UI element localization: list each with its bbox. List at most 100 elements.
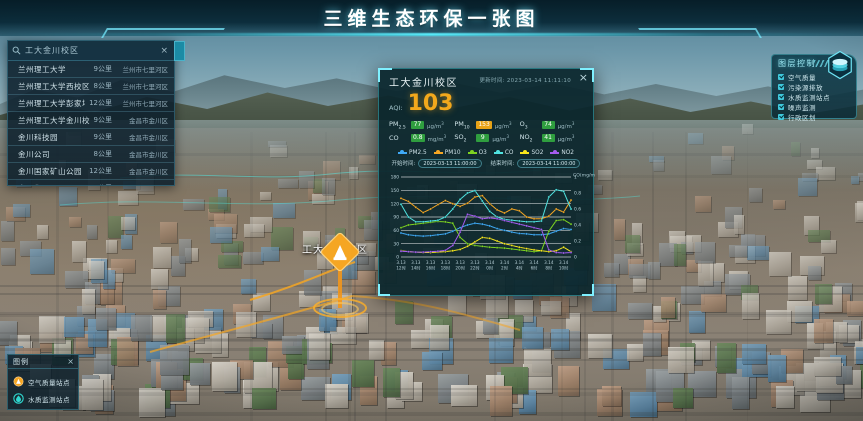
search-result-name: 金川国家矿山公园 [18, 166, 82, 176]
metric-name: PM10 [454, 120, 470, 131]
map-legend-items: 空气质量站点水质监测站点 [8, 369, 78, 407]
metric-name: CO [389, 134, 399, 143]
start-time-input[interactable]: 2023-03-13 11:00:00 [418, 158, 482, 168]
layers-icon[interactable] [825, 50, 855, 80]
svg-text:3.14: 3.14 [559, 260, 569, 265]
layer-checkbox[interactable] [778, 94, 784, 100]
metric-value: 74 [541, 121, 555, 130]
chart-legend-item[interactable]: O3 [467, 149, 487, 156]
metric-value: 0.8 [411, 134, 425, 143]
title-bar: 三维生态环保一张图 [0, 0, 863, 38]
layer-item[interactable]: 行政区划 [778, 112, 856, 122]
map-legend-item: 空气质量站点 [13, 373, 78, 390]
search-result-item[interactable]: 兰州理工大学 9公里 兰州市七里河区 [8, 61, 174, 78]
svg-text:3.13: 3.13 [426, 260, 436, 265]
layer-item-label: 水质监测站点 [788, 94, 830, 102]
legend-marker-icon [493, 150, 503, 155]
svg-text:20时: 20时 [455, 264, 465, 270]
search-result-address: 兰州市七里河区 [122, 83, 169, 91]
layer-item-label: 行政区划 [788, 114, 816, 122]
search-result-distance: 8公里 [93, 150, 112, 158]
metric-name: O3 [519, 120, 528, 131]
chart-legend-label: SO2 [531, 149, 544, 156]
chart-legend-item[interactable]: PM10 [433, 150, 461, 156]
layer-item-label: 空气质量 [788, 74, 816, 82]
search-submit-button[interactable] [174, 41, 185, 61]
search-icon [12, 46, 21, 55]
layer-item[interactable]: 水质监测站点 [778, 92, 856, 102]
svg-text:3.13: 3.13 [470, 260, 480, 265]
chart-legend[interactable]: PM2.5 PM10 O3 CO SO2 NO2 [379, 147, 593, 158]
chart-legend-label: PM2.5 [408, 149, 427, 156]
metric-value: 9 [476, 134, 490, 143]
chart-legend-item[interactable]: NO2 [550, 150, 574, 156]
chart-legend-item[interactable]: SO2 [520, 150, 543, 156]
search-bar[interactable]: 工大金川校区 × [8, 41, 185, 61]
search-result-name: 兰州理工大学金川校区 [18, 115, 90, 125]
search-result-name: 兰州理工大学西校区 [18, 81, 90, 91]
map-legend-close-button[interactable]: × [67, 356, 74, 366]
chart-legend-label: NO2 [561, 149, 574, 156]
time-range-controls[interactable]: 开始时间: 2023-03-13 11:00:00 结束时间: 2023-03-… [379, 158, 593, 171]
metric-row: PM2.5 77 μg/m3 PM10 153 μg/m3 O3 74 μg/m3 [389, 120, 585, 130]
metric-value: 41 [541, 134, 555, 143]
page-title: 三维生态环保一张图 [323, 8, 540, 30]
chart-legend-item[interactable]: CO [493, 150, 513, 156]
start-time-control[interactable]: 开始时间: 2023-03-13 11:00:00 [392, 158, 482, 168]
layer-checkbox[interactable] [778, 104, 784, 110]
layer-item[interactable]: 污染源排放 [778, 82, 856, 92]
metric-value: 153 [476, 121, 492, 130]
search-result-item[interactable]: 金川科技园 9公里 金昌市金川区 [8, 129, 174, 146]
search-result-distance: 12公里 [89, 167, 112, 175]
metric-unit: μg/m3 [492, 134, 510, 143]
chart-legend-label: O3 [478, 149, 487, 156]
search-result-item[interactable]: 兰州理工大学金川校区9公里 金昌市金川区 [8, 112, 174, 129]
pollutant-trend-chart-svg[interactable]: CO(mg/m³)030609012015018000.20.40.60.813… [379, 171, 595, 287]
search-result-name: 金川集团 [18, 183, 90, 186]
svg-text:3.14: 3.14 [529, 260, 539, 265]
svg-text:0.6: 0.6 [574, 206, 581, 212]
end-time-control[interactable]: 结束时间: 2023-03-14 11:00:00 [490, 158, 581, 168]
search-result-item[interactable]: 金川公司 8公里 金昌市金川区 [8, 146, 174, 163]
end-time-input[interactable]: 2023-03-14 11:00:00 [517, 158, 581, 168]
search-result-item[interactable]: 兰州理工大学彭家坪校区 12公里 兰州市七里河区 [8, 95, 174, 112]
svg-text:30: 30 [393, 241, 399, 247]
search-panel[interactable]: 工大金川校区 × 兰州理工大学 9公里 兰州市七里河区 兰州理工大学西校区 8公里 兰州市… [7, 40, 185, 186]
svg-text:3.13: 3.13 [411, 260, 421, 265]
popup-close-button[interactable]: × [578, 71, 588, 84]
svg-text:3.14: 3.14 [544, 260, 554, 265]
layer-item[interactable]: 噪声监测 [778, 102, 856, 112]
metric-row: CO 0.8 mg/m3 SO2 9 μg/m3 NO2 41 μg/m3 [389, 133, 585, 143]
metric-unit: μg/m3 [427, 120, 444, 130]
popup-update-value: 2023-03-14 11:11:10 [506, 78, 571, 84]
svg-text:1: 1 [574, 174, 577, 180]
search-results-list[interactable]: 兰州理工大学 9公里 兰州市七里河区 兰州理工大学西校区 8公里 兰州市七里河区 兰州理工大… [8, 61, 174, 185]
metric-cell: PM10 153 μg/m3 [454, 120, 519, 130]
air-quality-popup[interactable]: 工大金川校区 更新时间: 2023-03-14 11:11:10 × AQI: … [378, 68, 595, 296]
metric-unit: μg/m3 [557, 120, 575, 130]
map-legend-item: 水质监测站点 [13, 390, 78, 407]
pollutant-trend-chart[interactable]: CO(mg/m³)030609012015018000.20.40.60.813… [379, 171, 595, 287]
metric-cell: SO2 9 μg/m3 [454, 133, 519, 143]
layer-item-label: 污染源排放 [788, 84, 823, 92]
metric-name: NO2 [519, 133, 533, 144]
svg-text:3.14: 3.14 [500, 260, 510, 265]
search-result-item[interactable]: 金川集团 9公里 金昌市金川区 [8, 180, 174, 186]
search-result-item[interactable]: 兰州理工大学西校区 8公里 兰州市七里河区 [8, 78, 174, 95]
map-legend-item-label: 水质监测站点 [28, 395, 70, 404]
svg-text:10时: 10时 [559, 264, 569, 270]
layer-checkbox[interactable] [778, 74, 784, 80]
chart-legend-item[interactable]: PM2.5 [397, 149, 427, 156]
layer-checkbox[interactable] [778, 114, 784, 120]
search-result-item[interactable]: 金川国家矿山公园 12公里 金昌市金川区 [8, 163, 174, 180]
search-result-address: 金昌市金川区 [129, 168, 168, 176]
aqi-value: 103 [407, 91, 454, 116]
svg-text:120: 120 [391, 201, 400, 207]
end-time-label: 结束时间: [490, 161, 515, 168]
layer-checkbox[interactable] [778, 84, 784, 90]
metric-cell: PM2.5 77 μg/m3 [389, 120, 454, 130]
search-clear-button[interactable]: × [160, 45, 168, 56]
map-legend-panel[interactable]: 图例 × 空气质量站点 水质监测站点 [7, 354, 79, 410]
search-input[interactable]: 工大金川校区 [25, 46, 79, 55]
search-result-distance: 9公里 [93, 133, 112, 141]
